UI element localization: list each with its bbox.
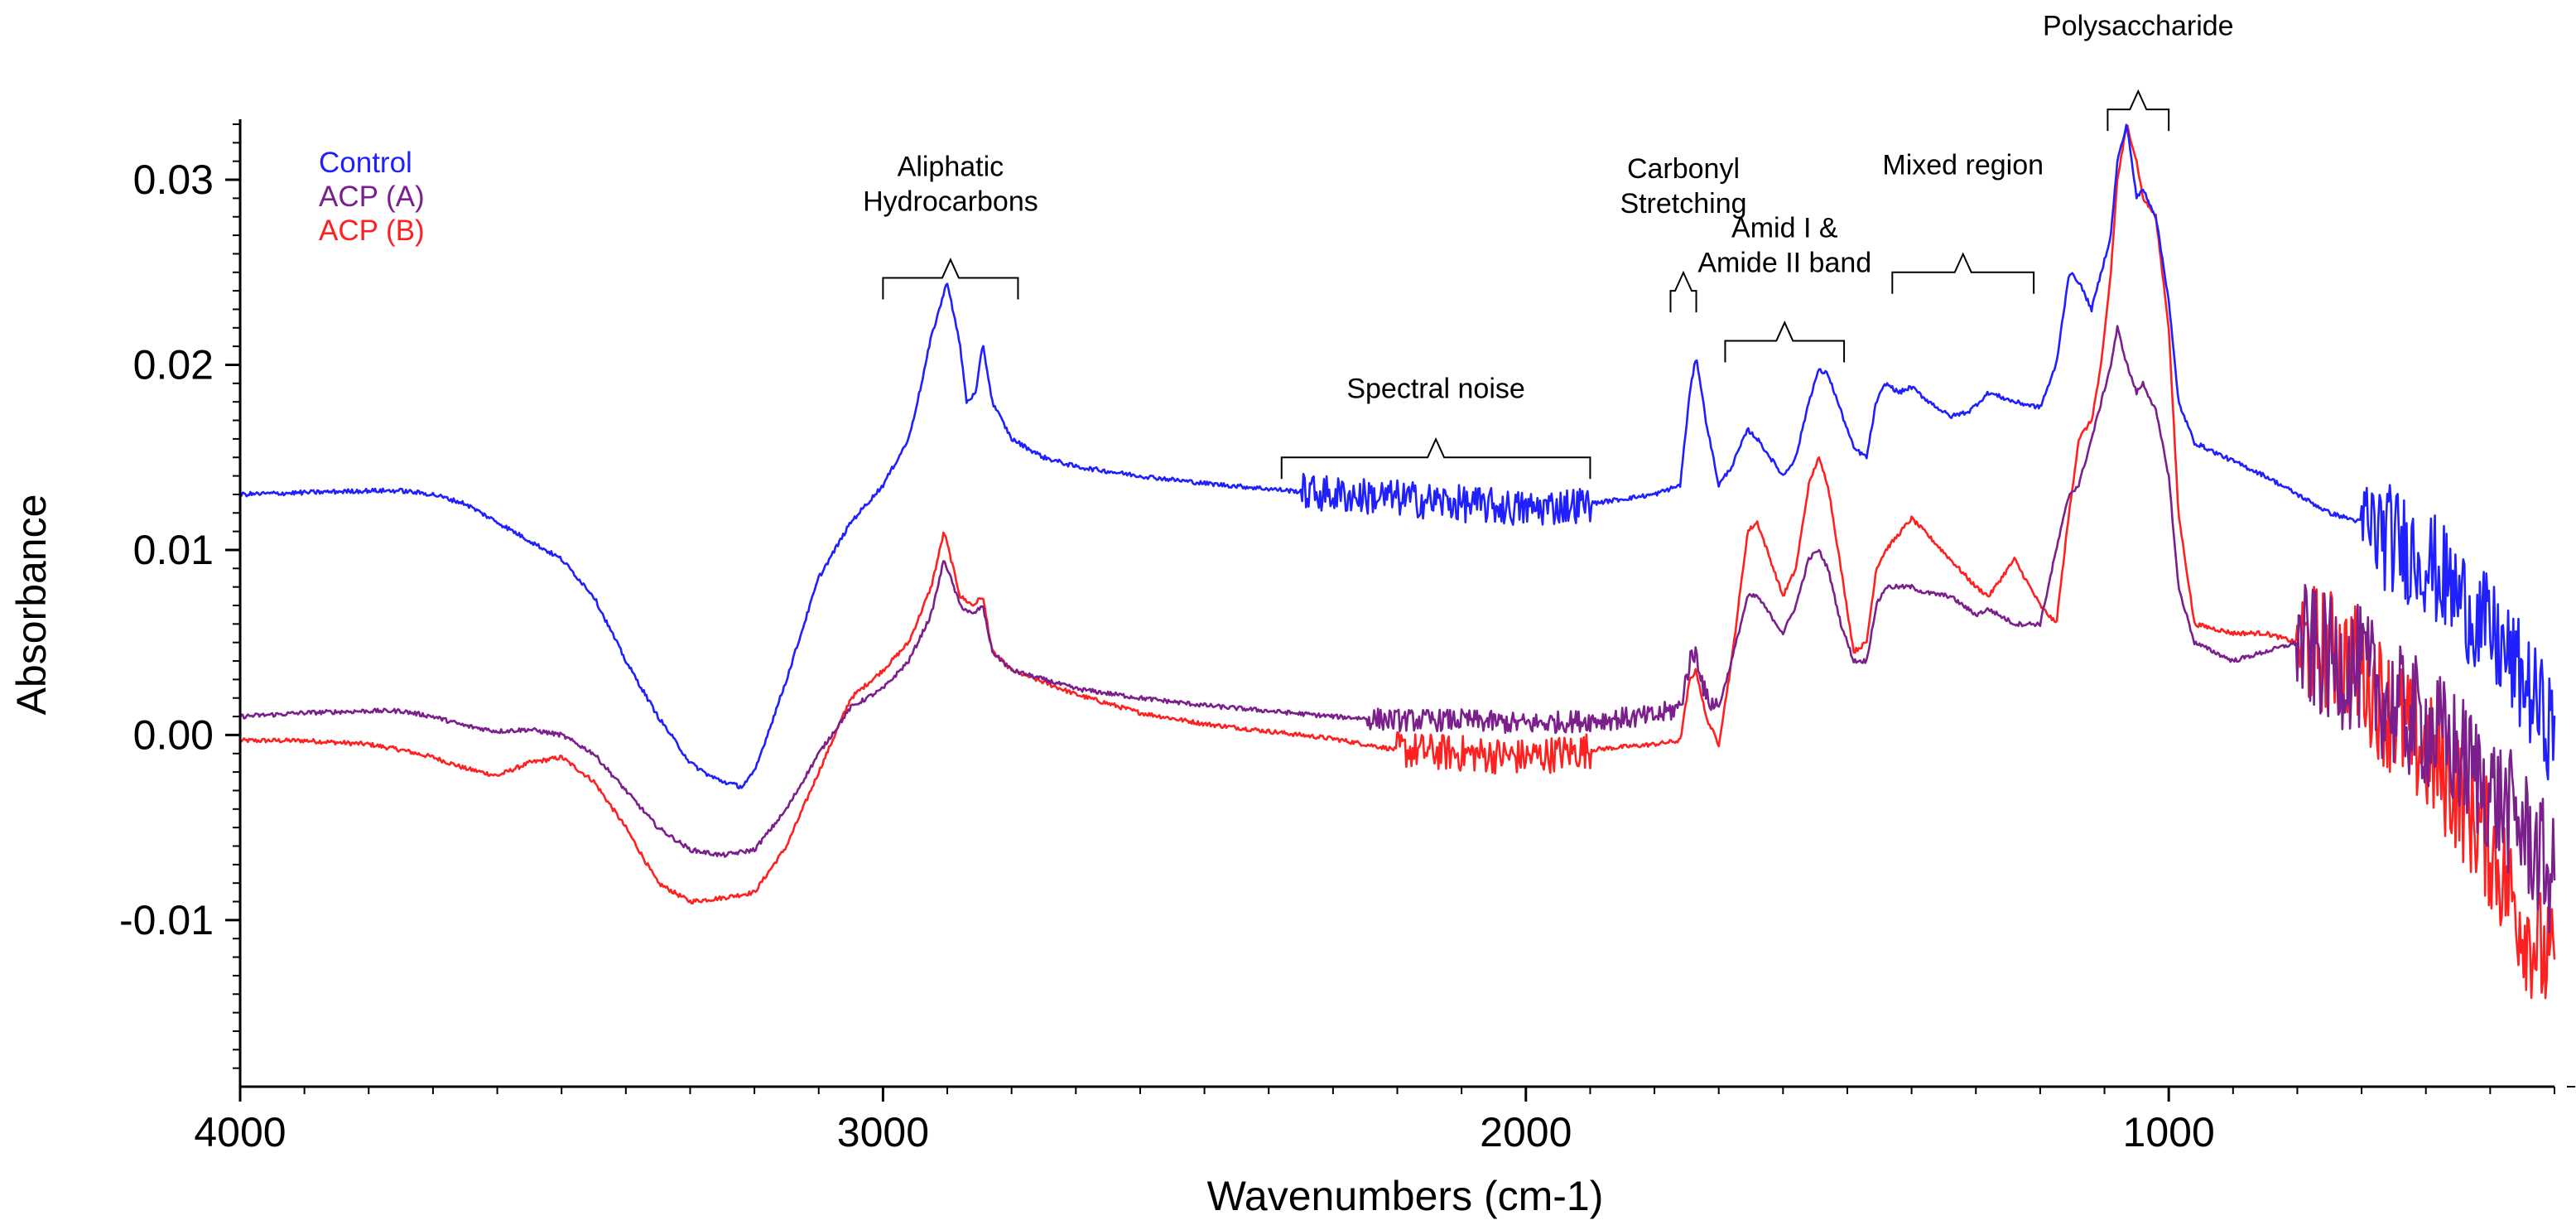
legend-entry: ACP (A) [319, 181, 425, 213]
annotation-label: Stretching [1620, 188, 1746, 219]
y-tick-label: 0.02 [133, 342, 214, 388]
annotation-bracket [1724, 321, 1846, 363]
annotation-label: Aliphatic [898, 152, 1004, 183]
annotation-label: Amide II band [1697, 247, 1871, 278]
annotation-label: Carbonyl [1627, 153, 1740, 185]
series-line-acp-a [238, 325, 2556, 933]
series-layer [238, 123, 2556, 1000]
series-line-acp-b [238, 124, 2556, 1000]
axes-layer: 4000 3000 2000 1000 0.03 0.02 0.01 0.00 -0.01 [119, 119, 2575, 1155]
y-tick-label: 0.01 [133, 527, 214, 573]
x-tick-label: 1000 [2123, 1109, 2215, 1155]
y-tick-label: -0.01 [119, 897, 214, 943]
x-tick-label: 4000 [194, 1109, 286, 1155]
legend-entry: ACP (B) [319, 215, 425, 247]
annotation-label: Polysaccharide [2043, 11, 2234, 42]
annotation-label: Hydrocarbons [863, 186, 1038, 218]
annotation-label: Mixed region [1882, 149, 2044, 181]
annotation-bracket [2107, 89, 2170, 132]
x-tick-label: 3000 [837, 1109, 929, 1155]
y-tick-label: 0.03 [133, 157, 214, 203]
x-axis-label: Wavenumbers (cm-1) [1207, 1173, 1604, 1219]
y-tick-label: 0.00 [133, 711, 214, 758]
annotation-label: Amid I & [1731, 212, 1838, 244]
legend-entry: Control [319, 147, 412, 179]
y-axis-label: Absorbance [8, 494, 55, 716]
series-line-control [238, 123, 2556, 790]
x-tick-label: 2000 [1480, 1109, 1572, 1155]
annotation-bracket [882, 258, 1019, 300]
annotation-bracket [1891, 252, 2035, 294]
annotation-bracket [1669, 270, 1697, 313]
annotation-label: Spectral noise [1346, 374, 1524, 405]
annotation-bracket [1280, 436, 1591, 480]
